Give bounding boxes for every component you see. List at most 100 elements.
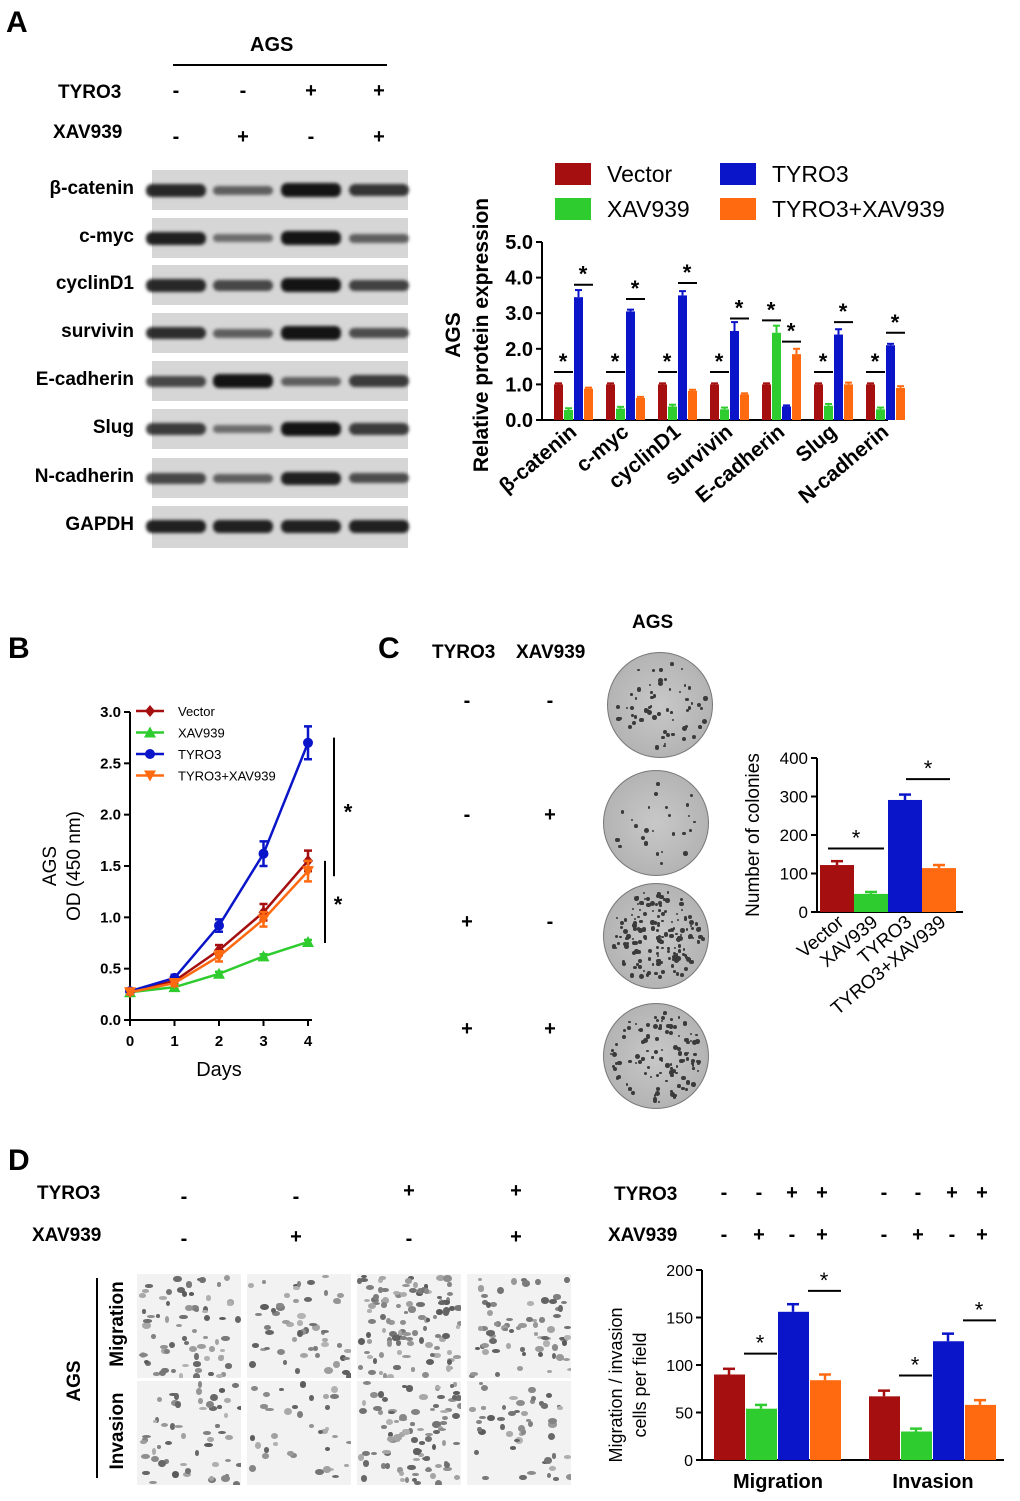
cell-blob bbox=[377, 1277, 384, 1283]
colony-dot bbox=[655, 852, 660, 856]
colony-dot bbox=[677, 1050, 683, 1056]
legend-swatch bbox=[720, 163, 756, 185]
colony-dot bbox=[658, 1071, 662, 1075]
cell-blob bbox=[399, 1477, 405, 1482]
colony-dot bbox=[643, 841, 648, 846]
cell-blob bbox=[214, 1338, 219, 1346]
cell-blob bbox=[542, 1339, 551, 1347]
colony-dot bbox=[617, 941, 621, 945]
cell-blob bbox=[141, 1435, 151, 1439]
cell-blob bbox=[217, 1430, 226, 1434]
cell-blob bbox=[381, 1425, 387, 1429]
cell-blob bbox=[286, 1321, 294, 1328]
significance-star: * bbox=[611, 349, 620, 374]
d-chart-xav939-sign: + bbox=[912, 1224, 924, 1246]
cell-blob bbox=[519, 1347, 525, 1352]
cell-blob bbox=[564, 1325, 571, 1329]
cell-blob bbox=[424, 1435, 433, 1443]
significance-star: * bbox=[631, 276, 640, 301]
cell-blob bbox=[509, 1446, 517, 1450]
colony-dot bbox=[683, 966, 688, 971]
cell-blob bbox=[540, 1335, 549, 1340]
cell-blob bbox=[416, 1301, 425, 1307]
cell-blob bbox=[220, 1371, 227, 1377]
colony-dot bbox=[674, 953, 678, 957]
colony-dot bbox=[674, 946, 677, 950]
cell-blob bbox=[503, 1327, 508, 1332]
colony-dot bbox=[612, 1052, 618, 1058]
colony-dot bbox=[650, 1076, 653, 1079]
cell-blob bbox=[179, 1462, 188, 1466]
bar bbox=[869, 1396, 900, 1460]
bar bbox=[678, 295, 687, 420]
colony-dot bbox=[670, 1067, 673, 1070]
d-chart-xav939-sign: + bbox=[976, 1224, 988, 1246]
colony-dot bbox=[639, 900, 645, 906]
cell-blob bbox=[414, 1480, 421, 1485]
blot-band bbox=[349, 423, 409, 435]
colony-dot bbox=[669, 928, 674, 933]
cell-blob bbox=[153, 1372, 160, 1376]
colony-dot bbox=[621, 959, 625, 964]
cell-blob bbox=[198, 1276, 207, 1284]
colony-dot bbox=[676, 956, 681, 961]
colony-dot bbox=[656, 921, 660, 925]
cell-blob bbox=[224, 1459, 231, 1463]
blot-band bbox=[213, 234, 273, 242]
cell-blob bbox=[181, 1336, 187, 1341]
blot-band bbox=[349, 519, 409, 533]
cell-blob bbox=[412, 1472, 419, 1477]
colony-dot bbox=[689, 924, 693, 928]
colony-dot bbox=[670, 710, 673, 714]
cell-blob bbox=[505, 1317, 513, 1322]
cell-blob bbox=[185, 1304, 194, 1312]
d-tyro3-sign: + bbox=[510, 1180, 522, 1202]
cell-blob bbox=[294, 1367, 301, 1374]
colony-dot bbox=[683, 683, 687, 687]
cell-blob bbox=[152, 1419, 158, 1424]
colony-dot bbox=[639, 974, 645, 980]
colony-dot bbox=[645, 1049, 649, 1053]
colony-dot bbox=[696, 939, 699, 942]
cell-blob bbox=[168, 1342, 175, 1349]
bar bbox=[574, 297, 583, 420]
cell-blob bbox=[506, 1342, 512, 1350]
cell-blob bbox=[202, 1310, 209, 1314]
cell-blob bbox=[519, 1474, 527, 1481]
colony-dot bbox=[681, 736, 686, 741]
colony-dot bbox=[652, 829, 655, 832]
data-point bbox=[257, 950, 270, 962]
cell-blob bbox=[377, 1391, 384, 1398]
bar bbox=[778, 1311, 809, 1460]
colony-dot bbox=[643, 897, 646, 900]
cell-blob bbox=[529, 1399, 536, 1405]
cell-blob bbox=[492, 1349, 500, 1353]
bar bbox=[824, 405, 833, 420]
colony-dot bbox=[659, 895, 664, 900]
cell-blob bbox=[552, 1294, 562, 1300]
colony-dot bbox=[633, 925, 636, 928]
cell-blob bbox=[399, 1336, 407, 1340]
significance-star: * bbox=[344, 800, 353, 825]
cell-blob bbox=[495, 1320, 502, 1327]
colony-dot bbox=[657, 935, 661, 939]
cell-blob bbox=[224, 1397, 231, 1403]
cell-blob bbox=[406, 1301, 414, 1308]
cell-blob bbox=[442, 1332, 451, 1340]
colony-dot bbox=[690, 1033, 693, 1036]
colony-dot bbox=[673, 969, 676, 973]
cell-blob bbox=[292, 1405, 298, 1409]
c-tyro3-sign: + bbox=[461, 911, 473, 933]
cell-blob bbox=[174, 1425, 183, 1429]
y-axis-label-cell: AGS bbox=[40, 846, 61, 886]
cell-blob bbox=[251, 1343, 259, 1348]
colony-dot bbox=[663, 729, 668, 735]
cell-blob bbox=[410, 1409, 420, 1415]
cell-blob bbox=[193, 1373, 201, 1378]
colony-dot bbox=[683, 851, 688, 856]
colony-dot bbox=[616, 917, 619, 920]
cell-blob bbox=[261, 1279, 267, 1285]
d-chart-tyro3-sign: + bbox=[976, 1182, 988, 1204]
colony-dot bbox=[614, 1043, 618, 1047]
cell-blob bbox=[481, 1384, 489, 1391]
